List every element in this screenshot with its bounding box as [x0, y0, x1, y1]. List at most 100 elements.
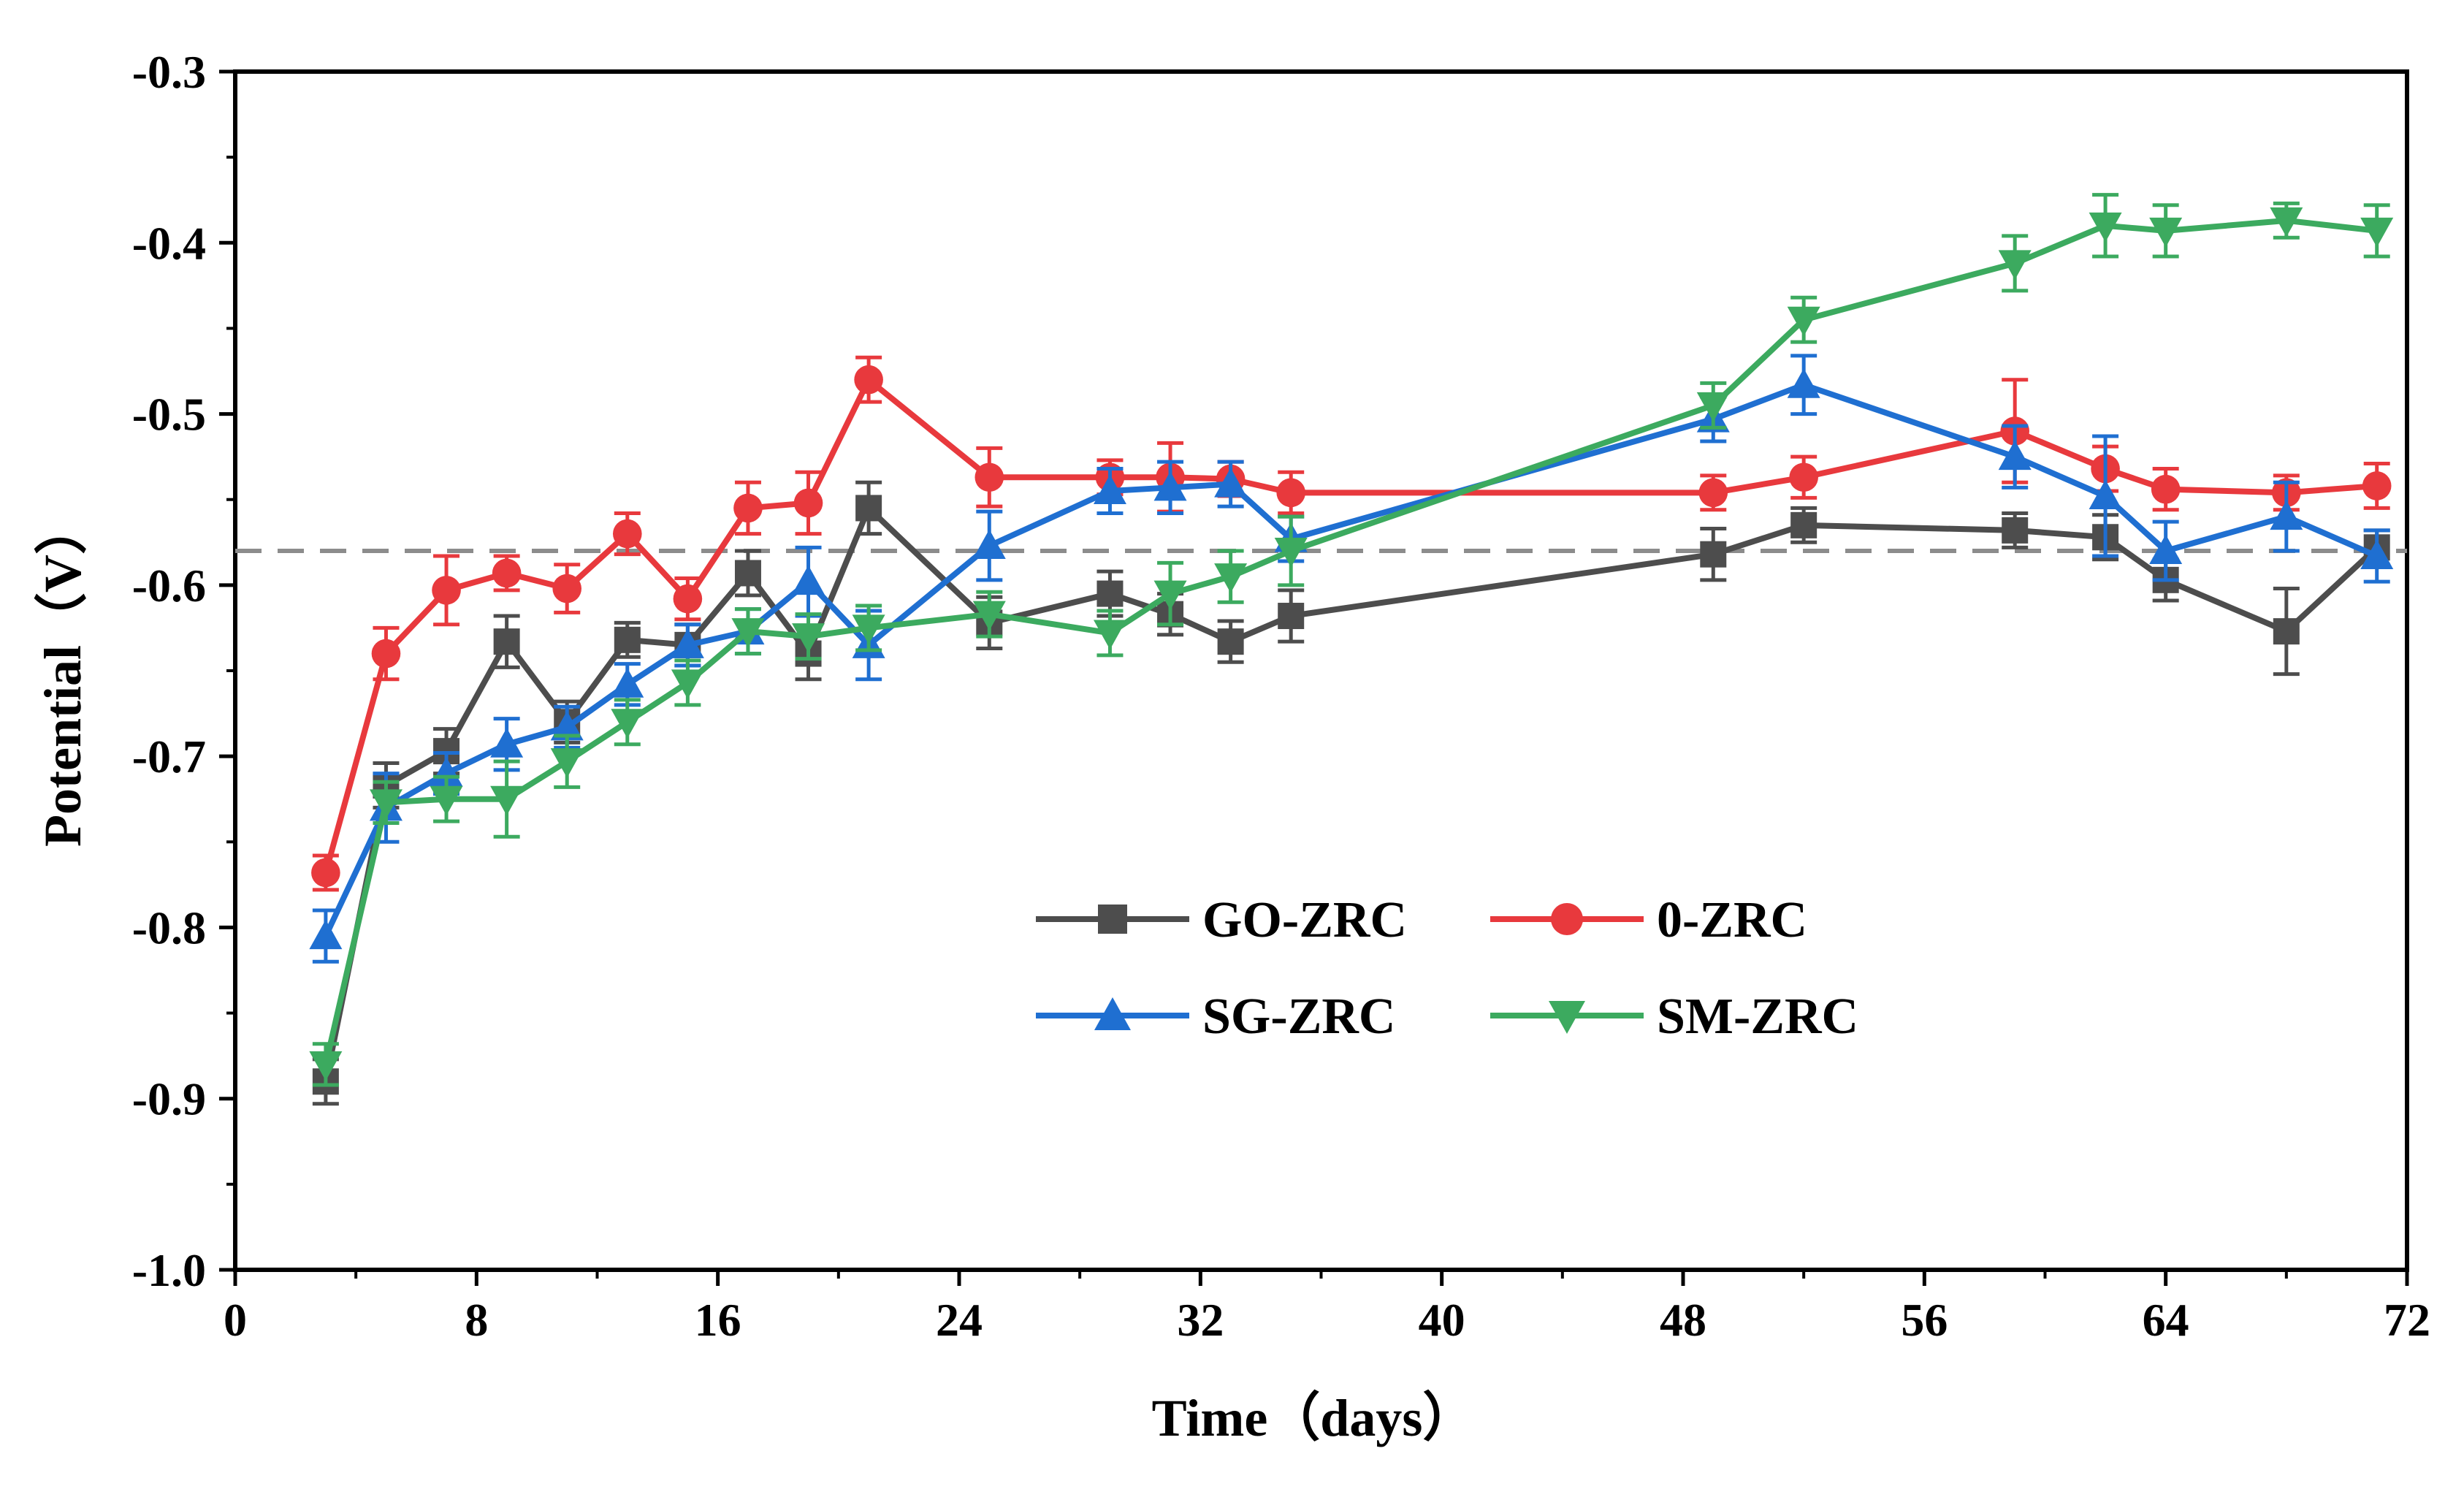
data-point: [974, 462, 1004, 492]
x-tick-label: 8: [465, 1294, 488, 1346]
y-tick-label: -0.5: [132, 389, 206, 441]
x-axis-title: Time（days）: [1152, 1389, 1476, 1447]
data-point: [2089, 479, 2122, 510]
series-line: [322, 505, 2379, 1083]
data-point: [1214, 563, 1248, 593]
x-tick-label: 0: [224, 1294, 247, 1346]
data-point: [493, 628, 520, 655]
data-point: [369, 789, 403, 819]
legend-item-sg-zrc: SG-ZRC: [1036, 989, 1395, 1045]
legend-marker: [1098, 905, 1127, 934]
data-point: [2360, 539, 2394, 570]
y-tick-label: -1.0: [132, 1244, 206, 1296]
legend-label: 0-ZRC: [1657, 892, 1807, 948]
data-point: [430, 757, 463, 787]
data-point: [611, 668, 644, 698]
series-line: [323, 381, 2379, 937]
data-point: [612, 519, 642, 549]
data-point: [1787, 306, 1820, 337]
data-point: [731, 618, 765, 648]
data-point: [972, 529, 1006, 559]
data-point: [490, 785, 524, 816]
data-point: [1998, 250, 2032, 280]
data-point: [311, 858, 340, 888]
data-point: [1153, 471, 1187, 501]
data-point: [855, 495, 882, 522]
series-line: [323, 376, 2378, 874]
data-point: [852, 614, 885, 644]
plot-frame: [233, 69, 2409, 1272]
series-0-zrc: [311, 355, 2392, 892]
data-point: [552, 574, 582, 603]
data-point: [733, 493, 763, 523]
x-tick-label: 32: [1177, 1294, 1224, 1346]
data-point: [1153, 580, 1187, 611]
y-tick-label: -0.3: [132, 46, 206, 98]
data-point: [2270, 207, 2303, 237]
data-point: [490, 728, 524, 758]
x-tick-label: 72: [2384, 1294, 2430, 1346]
data-point: [854, 365, 883, 395]
legend-item-sm-zrc: SM-ZRC: [1490, 989, 1858, 1045]
data-point: [371, 639, 401, 669]
data-point: [1998, 440, 2032, 471]
y-tick-label: -0.7: [132, 731, 206, 782]
data-point: [2362, 471, 2392, 500]
data-point: [671, 628, 704, 658]
data-point: [792, 623, 825, 653]
data-point: [2273, 618, 2300, 645]
x-tick-label: 48: [1660, 1294, 1706, 1346]
x-tick-label: 16: [695, 1294, 741, 1346]
legend: GO-ZRC 0-ZRC SG-ZRC SM-ZRC: [1036, 892, 1858, 1045]
data-point: [1276, 478, 1306, 508]
data-point: [2270, 500, 2303, 530]
data-point: [550, 710, 584, 741]
data-point: [2360, 217, 2394, 248]
data-point: [1093, 474, 1126, 504]
legend-label: SM-ZRC: [1657, 989, 1858, 1045]
data-point: [2149, 217, 2183, 248]
data-point: [1698, 478, 1728, 508]
data-point: [2151, 474, 2181, 504]
data-point: [1217, 628, 1244, 655]
data-point: [2002, 517, 2029, 544]
data-point: [1789, 462, 1818, 492]
data-point: [1787, 368, 1820, 398]
y-axis-title: Potential（V）: [34, 502, 92, 847]
legend-marker: [1094, 997, 1131, 1030]
data-point: [492, 558, 522, 588]
data-point: [2149, 534, 2183, 564]
legend-marker: [1549, 1001, 1585, 1034]
data-point: [734, 560, 761, 587]
series-group: [309, 193, 2394, 1106]
data-point: [432, 576, 461, 605]
data-point: [430, 785, 463, 816]
data-point: [1278, 603, 1305, 630]
data-point: [673, 584, 703, 614]
data-point: [1093, 620, 1126, 650]
data-point: [309, 919, 343, 950]
series-sm-zrc: [309, 193, 2394, 1087]
x-tick-label: 56: [1901, 1294, 1948, 1346]
data-point: [972, 601, 1006, 631]
data-point: [2089, 212, 2122, 243]
data-point: [1790, 511, 1818, 538]
x-tick-label: 64: [2143, 1294, 2189, 1346]
data-point: [1700, 541, 1727, 568]
data-point: [1696, 392, 1730, 422]
y-tick-label: -0.8: [132, 902, 206, 953]
data-point: [1274, 538, 1308, 568]
data-point: [614, 626, 641, 653]
legend-item-0-zrc: 0-ZRC: [1490, 892, 1807, 948]
legend-label: GO-ZRC: [1202, 892, 1407, 948]
x-tick-label: 24: [936, 1294, 983, 1346]
data-point: [793, 488, 823, 518]
data-point: [1096, 580, 1124, 607]
legend-label: SG-ZRC: [1202, 989, 1395, 1045]
legend-marker: [1551, 903, 1583, 935]
y-tick-label: -0.9: [132, 1073, 206, 1125]
data-point: [550, 748, 584, 778]
y-tick-label: -0.6: [132, 560, 206, 612]
